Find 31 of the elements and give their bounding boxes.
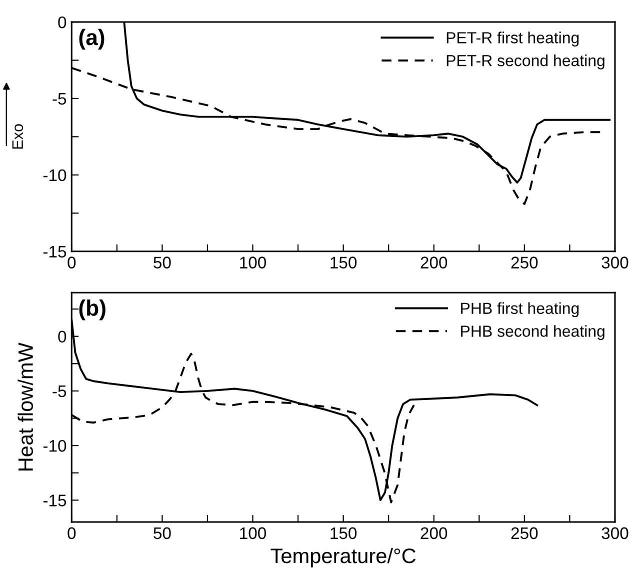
y-tick-label: -10	[43, 440, 66, 452]
y-axis-title: Heat flow/mW	[18, 342, 34, 470]
x-tick-label: 0	[68, 527, 76, 540]
x-tick-label: 300	[602, 527, 628, 540]
x-tick-label: 50	[154, 256, 171, 268]
annotation: (a)	[79, 28, 104, 50]
annotation: (b)	[79, 300, 106, 320]
y-tick-label: -5	[52, 93, 66, 105]
x-tick-label: 200	[420, 527, 448, 540]
x-tick-label: 50	[154, 527, 171, 540]
legend-label: PHB second heating	[461, 325, 604, 340]
x-tick-label: 250	[511, 256, 538, 268]
legend-label: PET-R second heating	[446, 54, 604, 70]
y-tick-label: 0	[58, 330, 66, 343]
legend-label: PET-R first heating	[446, 32, 579, 47]
y-axis-title: Exo	[12, 124, 24, 149]
x-tick-label: 300	[602, 256, 628, 268]
y-tick-label: -15	[43, 494, 66, 506]
y-tick-label: -15	[43, 246, 66, 258]
x-tick-label: 150	[330, 527, 357, 540]
x-tick-label: 0	[68, 256, 76, 268]
x-tick-label: 150	[330, 256, 357, 268]
x-tick-label: 100	[240, 256, 266, 268]
x-tick-label: 250	[511, 527, 538, 540]
y-tick-label: -5	[52, 386, 66, 398]
y-tick-label: -10	[43, 169, 66, 182]
y-tick-label: 0	[58, 16, 66, 28]
x-tick-label: 100	[240, 527, 266, 540]
x-axis-title: Temperature/°C	[270, 548, 416, 568]
legend-label: PHB first heating	[461, 302, 579, 318]
x-tick-label: 200	[420, 256, 448, 268]
